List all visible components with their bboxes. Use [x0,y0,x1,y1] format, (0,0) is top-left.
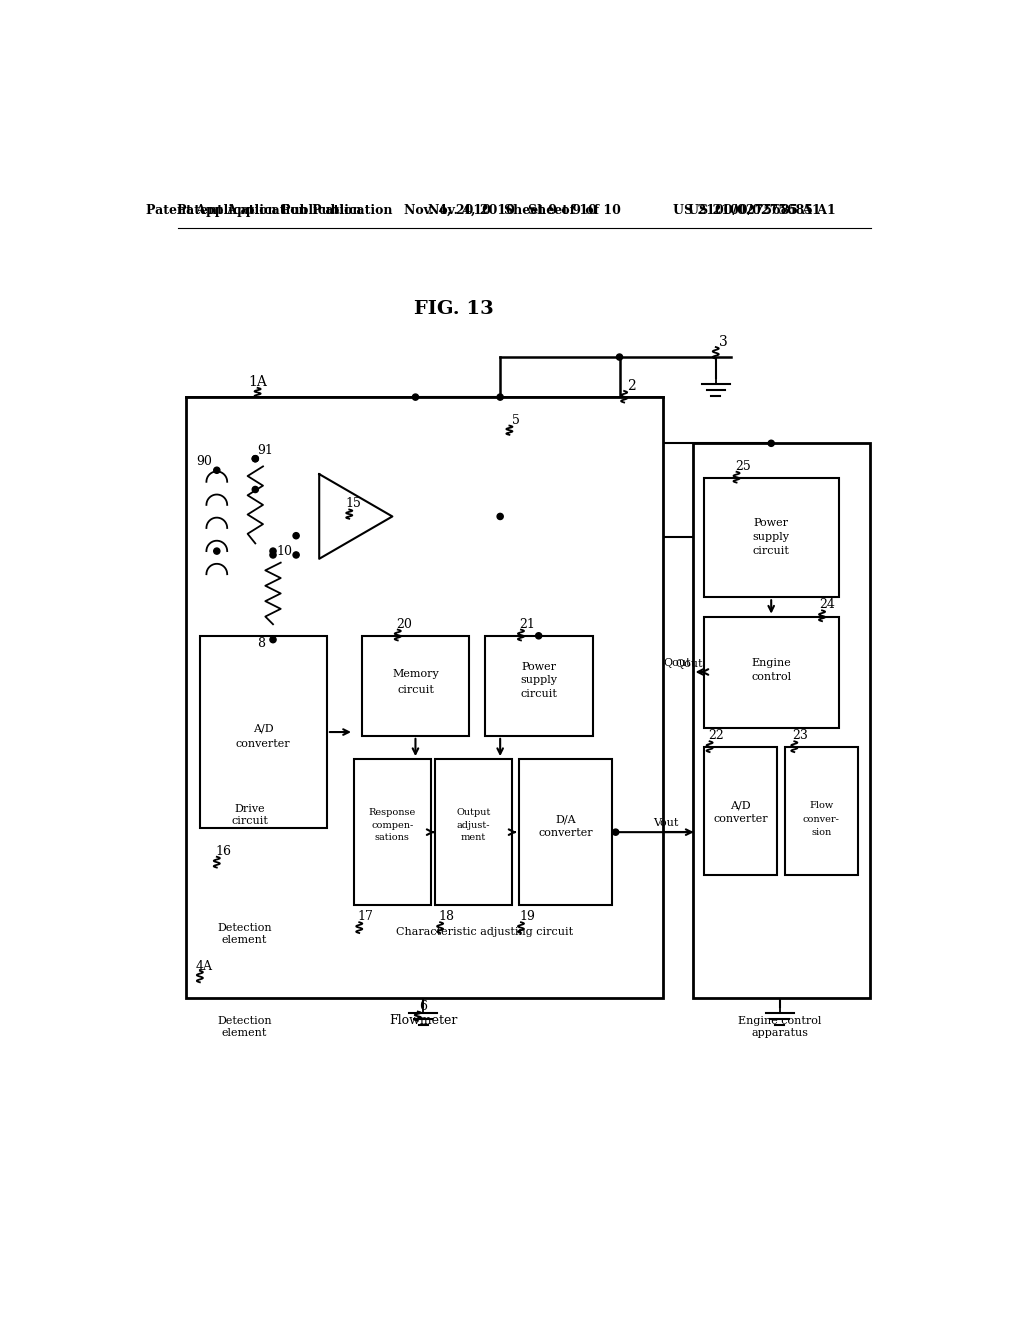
Bar [484,636,593,737]
Circle shape [497,393,503,400]
Text: 15: 15 [346,496,361,510]
Text: 5: 5 [512,413,519,426]
Circle shape [214,548,220,554]
Bar [785,747,858,874]
Circle shape [270,552,276,558]
Text: supply: supply [753,532,790,543]
Circle shape [270,548,276,554]
Text: adjust-: adjust- [457,821,489,830]
Text: 21: 21 [519,618,536,631]
Text: converter: converter [236,739,291,748]
Text: conver-: conver- [803,814,840,824]
Text: 91: 91 [257,445,273,458]
Text: Engine control: Engine control [738,1016,821,1026]
Text: 20: 20 [396,618,412,631]
Text: Power: Power [754,519,788,528]
Text: Patent Application Publication: Patent Application Publication [177,205,392,218]
Bar [200,636,327,829]
Text: A/D: A/D [253,723,273,733]
Text: 17: 17 [357,911,374,924]
Text: 8: 8 [257,638,265,649]
Text: circuit: circuit [397,685,434,694]
Text: Nov. 4, 2010   Sheet 9 of 10: Nov. 4, 2010 Sheet 9 of 10 [403,205,597,218]
Text: 16: 16 [215,845,231,858]
Bar [435,759,512,906]
Text: US 2100/0275685 A1: US 2100/0275685 A1 [688,205,836,218]
Circle shape [413,393,419,400]
Text: Nov. 4, 2010   Sheet 9 of 10: Nov. 4, 2010 Sheet 9 of 10 [428,205,622,218]
Circle shape [293,532,299,539]
Text: Patent Application Publication: Patent Application Publication [146,205,361,218]
Bar [200,597,339,821]
Bar [705,747,777,874]
Polygon shape [319,474,392,558]
Circle shape [536,632,542,639]
Text: element: element [222,935,267,945]
Text: Detection: Detection [217,1016,271,1026]
Text: Response: Response [369,808,416,817]
Circle shape [612,829,618,836]
Text: 24: 24 [819,598,836,611]
Text: D/A: D/A [555,814,575,824]
Circle shape [270,636,276,643]
Text: Characteristic adjusting circuit: Characteristic adjusting circuit [396,927,573,937]
Bar [692,444,869,998]
Text: Engine: Engine [752,657,792,668]
Text: circuit: circuit [231,816,268,825]
Text: 90: 90 [197,454,212,467]
Text: Flowmeter: Flowmeter [389,1014,458,1027]
Text: 18: 18 [438,911,455,924]
Text: 22: 22 [708,730,724,742]
Circle shape [497,513,503,520]
Bar [361,636,469,737]
Text: supply: supply [520,676,557,685]
Text: 10: 10 [276,545,293,557]
Circle shape [293,552,299,558]
Circle shape [252,455,258,462]
Text: Qout: Qout [675,659,702,669]
Text: sations: sations [375,833,410,842]
Circle shape [252,486,258,492]
Circle shape [768,441,774,446]
Text: sion: sion [811,829,831,837]
Text: Qout: Qout [664,657,691,668]
Circle shape [214,467,220,474]
Text: Flow: Flow [809,801,834,809]
Bar [194,412,327,944]
Text: converter: converter [713,814,768,824]
Text: 4A: 4A [196,961,212,973]
Circle shape [252,455,258,462]
Bar [705,616,839,729]
Text: circuit: circuit [520,689,557,700]
Bar [346,605,639,944]
Text: 6: 6 [419,1001,427,1014]
Text: A/D: A/D [730,800,751,810]
Text: Output: Output [456,808,490,817]
Text: control: control [752,672,792,681]
Text: Drive: Drive [234,804,265,814]
Text: 1A: 1A [248,375,267,388]
Text: converter: converter [539,828,593,838]
Text: FIG. 13: FIG. 13 [414,300,494,318]
Text: Detection: Detection [217,924,271,933]
Text: apparatus: apparatus [752,1028,808,1038]
Bar [186,397,664,998]
Text: circuit: circuit [753,546,790,556]
Text: Power: Power [521,661,556,672]
Text: element: element [222,1028,267,1038]
Text: Memory: Memory [392,669,439,680]
Text: compen-: compen- [372,821,414,830]
Text: ment: ment [461,833,485,842]
Text: 25: 25 [735,459,751,473]
Circle shape [616,354,623,360]
Bar [705,478,839,597]
Text: 23: 23 [793,730,808,742]
Text: US 2100/0275685 A1: US 2100/0275685 A1 [673,205,820,218]
Bar [354,759,431,906]
Text: 2: 2 [627,379,636,392]
Text: 19: 19 [519,911,536,924]
Text: Vout: Vout [653,818,678,828]
Bar [519,759,611,906]
Text: 3: 3 [719,335,728,348]
